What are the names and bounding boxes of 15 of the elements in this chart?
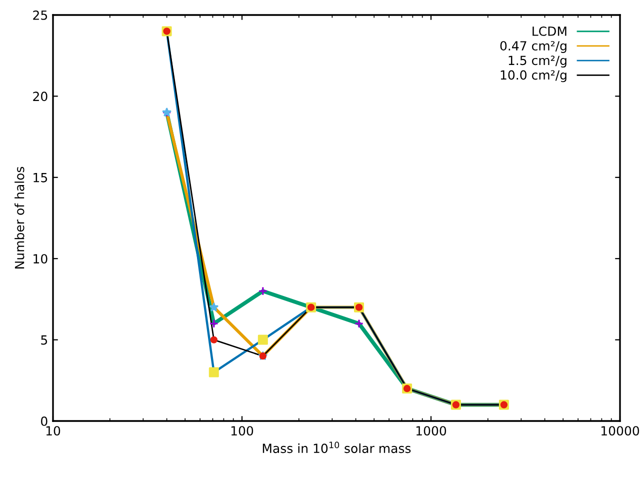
legend-label: 1.5 cm²/g: [508, 56, 566, 68]
y-tick-label: 5: [41, 335, 48, 345]
y-tick-label: 20: [33, 92, 48, 102]
y-tick-label: 0: [41, 416, 48, 426]
legend-label: 10.0 cm²/g: [500, 70, 566, 82]
x-tick-label: 100: [231, 426, 254, 436]
y-tick-label: 10: [34, 254, 48, 264]
x-axis-title: Mass in 10$^{10}$ solar mass: [262, 442, 411, 454]
y-axis-title: Number of halos: [14, 166, 24, 268]
y-tick-label: 15: [34, 173, 48, 182]
legend-label: 0.47 cm²/g: [500, 41, 566, 53]
legend-label: LCDM: [532, 26, 566, 36]
x-tick-label: 1000: [416, 426, 446, 436]
x-tick-label: 10000: [601, 426, 640, 436]
y-tick-label: 25: [33, 10, 48, 20]
